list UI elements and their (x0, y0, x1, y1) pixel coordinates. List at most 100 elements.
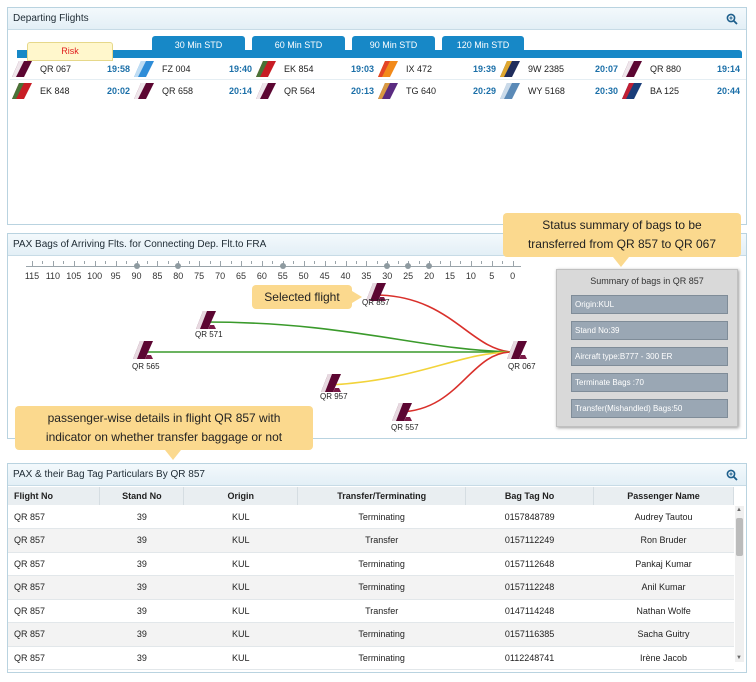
flight-cell[interactable]: FZ 004 19:40 (132, 58, 254, 80)
flight-number: EK 854 (284, 64, 314, 74)
summary-terminate-bags: Terminate Bags :70 (571, 373, 728, 392)
bag-tag-title: PAX & their Bag Tag Particulars By QR 85… (13, 469, 205, 480)
flight-cell[interactable]: BA 125 20:44 (620, 80, 742, 102)
scale-marker[interactable] (426, 263, 433, 269)
cell-passenger-name: Irène Jacob (593, 646, 734, 670)
plane-qr557-icon[interactable] (390, 402, 414, 422)
cell-transfer-terminating: Transfer (297, 528, 466, 553)
flight-cell[interactable]: 9W 2385 20:07 (498, 58, 620, 80)
scale-label: 50 (298, 271, 309, 281)
scale-tick (220, 261, 222, 266)
table-header-row: Flight No Stand No Origin Transfer/Termi… (8, 487, 734, 505)
cell-flight-no: QR 857 (8, 622, 100, 647)
flight-cell[interactable]: WY 5168 20:30 (498, 80, 620, 102)
plane-qr957-icon[interactable] (319, 373, 343, 393)
zoom-icon[interactable] (726, 13, 738, 25)
table-row[interactable]: QR 857 39 KUL Terminating 0157848789 Audrey T… (8, 505, 734, 529)
table-scrollbar[interactable]: ▲ ▼ (735, 506, 744, 662)
flight-cell[interactable]: QR 880 19:14 (620, 58, 742, 80)
col-transfer-terminating[interactable]: Transfer/Terminating (297, 487, 467, 505)
scroll-thumb[interactable] (736, 518, 743, 556)
flight-cell[interactable]: EK 848 20:02 (10, 80, 132, 102)
scale-label: 100 (87, 271, 103, 281)
scale-label: 30 (382, 271, 393, 281)
zoom-icon[interactable] (726, 469, 738, 481)
cell-passenger-name: Anil Kumar (593, 575, 734, 600)
cell-passenger-name: Audrey Tautou (593, 505, 734, 529)
cell-transfer-terminating: Terminating (297, 575, 466, 600)
status-summary-callout: Status summary of bags to be transferred… (503, 213, 741, 267)
flight-cell[interactable]: QR 564 20:13 (254, 80, 376, 102)
summary-title: Summary of bags in QR 857 (590, 276, 704, 286)
cell-transfer-terminating: Terminating (297, 622, 466, 647)
bag-tag-header: PAX & their Bag Tag Particulars By QR 85… (8, 464, 746, 486)
scale-label: 25 (403, 271, 414, 281)
scale-tick (450, 261, 451, 266)
cell-origin: KUL (183, 599, 298, 623)
cell-origin: KUL (183, 575, 298, 600)
cell-passenger-name: Ron Bruder (593, 528, 734, 553)
table-row[interactable]: QR 857 39 KUL Terminating 0157112248 Anil Kum… (8, 575, 734, 600)
cell-stand-no: 39 (99, 505, 184, 529)
tab-30-min[interactable]: 30 Min STD (152, 36, 245, 55)
cell-origin: KUL (183, 622, 298, 647)
flight-time: 20:02 (106, 86, 130, 96)
plane-qr067-icon[interactable] (505, 340, 529, 360)
tab-120-min[interactable]: 120 Min STD (442, 36, 524, 55)
col-bag-tag-no[interactable]: Bag Tag No (465, 487, 595, 505)
scale-marker[interactable] (133, 263, 140, 269)
scale-minor-tick (439, 261, 441, 264)
table-row[interactable]: QR 857 39 KUL Transfer 0147114248 Nathan Wolf… (8, 599, 734, 623)
col-flight-no[interactable]: Flight No (8, 487, 101, 505)
scale-marker[interactable] (279, 263, 286, 269)
flight-cell[interactable]: QR 658 20:14 (132, 80, 254, 102)
flight-cell[interactable]: QR 067 19:58 (10, 58, 132, 80)
flight-cell[interactable]: IX 472 19:39 (376, 58, 498, 80)
tab-60-min[interactable]: 60 Min STD (252, 36, 345, 55)
scroll-down-icon[interactable]: ▼ (736, 655, 742, 661)
scale-label: 10 (465, 271, 476, 281)
scale-tick (94, 261, 96, 266)
scroll-up-icon[interactable]: ▲ (736, 507, 742, 513)
scale-label: 60 (256, 271, 267, 281)
scale-label: 15 (444, 271, 456, 281)
flight-time: 20:44 (716, 86, 740, 96)
scale-marker[interactable] (175, 263, 182, 269)
cell-transfer-terminating: Terminating (297, 505, 466, 529)
plane-qr565-icon[interactable] (131, 340, 155, 360)
table-row[interactable]: QR 857 39 KUL Terminating 0157116385 Sacha Gu… (8, 622, 734, 647)
scale-minor-tick (502, 261, 504, 264)
scale-minor-tick (42, 261, 44, 264)
scale-tick (303, 261, 305, 266)
tab-risk[interactable]: Risk (27, 42, 113, 61)
flight-time: 20:13 (350, 86, 374, 96)
flight-cell[interactable]: TG 640 20:29 (376, 80, 498, 102)
flight-time: 19:40 (228, 64, 252, 74)
scale-minor-tick (230, 261, 232, 264)
plane-qr571-icon[interactable] (194, 310, 218, 330)
scale-label: 45 (319, 271, 330, 281)
col-origin[interactable]: Origin (183, 487, 299, 505)
scale-marker[interactable] (405, 263, 412, 269)
col-passenger-name[interactable]: Passenger Name (593, 487, 734, 505)
plane-qr857-icon[interactable] (364, 282, 388, 302)
flight-time: 19:14 (716, 64, 740, 74)
cell-stand-no: 39 (99, 622, 184, 647)
table-row[interactable]: QR 857 39 KUL Transfer 0157112249 Ron Bruder (8, 528, 734, 553)
tab-90-min[interactable]: 90 Min STD (352, 36, 435, 55)
table-row[interactable]: QR 857 39 KUL Terminating 0157112648 Pankaj K… (8, 552, 734, 576)
scale-marker[interactable] (384, 263, 391, 269)
cell-transfer-terminating: Terminating (297, 552, 466, 576)
qatar-tail-icon (134, 83, 154, 99)
scale-minor-tick (272, 261, 274, 264)
scale-label: 115 (24, 271, 40, 281)
table-row[interactable]: QR 857 39 KUL Terminating 0112248741 Irène Ja… (8, 646, 734, 670)
bag-tag-table: Flight No Stand No Origin Transfer/Termi… (8, 487, 734, 670)
cell-flight-no: QR 857 (8, 599, 100, 623)
cell-passenger-name: Sacha Guitry (593, 622, 734, 647)
flight-cell[interactable]: EK 854 19:03 (254, 58, 376, 80)
departing-flights-panel: Departing Flights 30 Min STD 60 Min STD … (7, 7, 747, 225)
col-stand-no[interactable]: Stand No (99, 487, 185, 505)
scale-tick (345, 261, 347, 266)
cell-stand-no: 39 (99, 646, 184, 670)
